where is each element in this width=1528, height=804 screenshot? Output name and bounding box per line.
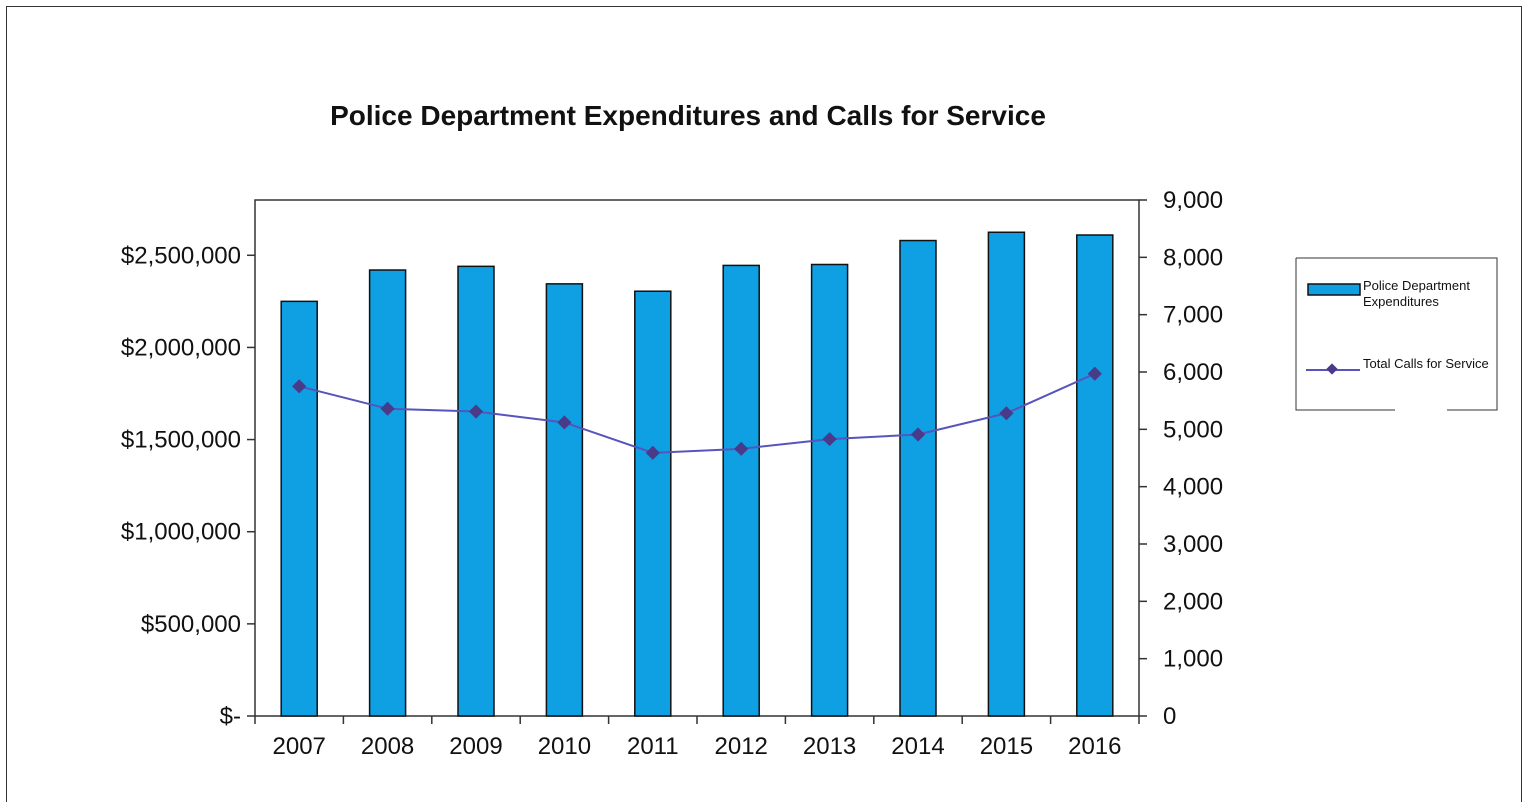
calls-line [298, 372, 1096, 454]
x-tick-label: 2008 [361, 733, 414, 760]
calls-point-2007 [292, 379, 307, 394]
x-tick-label: 2015 [980, 733, 1033, 760]
right-tick-label: 4,000 [1163, 474, 1223, 501]
bar-2014 [899, 239, 937, 717]
calls-point-2014 [910, 427, 926, 442]
line-series [292, 366, 1102, 460]
bar-2012 [722, 264, 760, 717]
left-tick-label: $- [220, 703, 241, 730]
legend-label-expenditures: Police Department Expenditures [1363, 278, 1470, 309]
calls-point-2015 [999, 406, 1014, 421]
chart-frame [6, 6, 1522, 802]
x-tick-label: 2010 [538, 733, 591, 760]
right-tick-label: 5,000 [1163, 416, 1223, 443]
bar-2011 [634, 290, 672, 717]
x-tick-label: 2014 [891, 733, 944, 760]
legend-entry-expenditures: Police Department Expenditures [1363, 278, 1470, 309]
x-tick-label: 2016 [1068, 733, 1121, 760]
right-axis: 0 1,000 2,000 3,000 4,000 5,000 6,000 7,000 8,00… [1139, 187, 1223, 730]
x-axis: 2007 2008 2009 2010 2011 2012 2013 2014 2015 2016 [254, 716, 1140, 760]
legend-label-calls: Total Calls for Service [1363, 356, 1489, 371]
legend-entry-calls: Total Calls for Service [1363, 356, 1489, 371]
right-tick-label: 3,000 [1163, 531, 1223, 558]
left-tick-label: $2,000,000 [121, 334, 241, 361]
left-tick-label: $500,000 [141, 611, 241, 638]
bar-2015 [987, 231, 1026, 717]
right-tick-label: 8,000 [1163, 244, 1223, 271]
legend-bar-swatch [1307, 283, 1361, 296]
legend-box [1295, 257, 1498, 411]
x-tick-label: 2012 [715, 733, 768, 760]
chart-title: Police Department Expenditures and Calls… [330, 100, 1046, 131]
right-tick-label: 7,000 [1163, 302, 1223, 329]
right-tick-label: 2,000 [1163, 588, 1223, 615]
bar-2016 [1076, 234, 1114, 717]
right-tick-label: 9,000 [1163, 187, 1223, 214]
calls-point-2012 [734, 441, 749, 456]
right-tick-label: 0 [1163, 703, 1176, 730]
right-tick-label: 1,000 [1163, 646, 1223, 673]
left-axis: $- $500,000 $1,000,000 $1,500,000 $2,000,000… [121, 242, 255, 730]
calls-point-2016 [1087, 366, 1102, 381]
bar-series [280, 231, 1114, 717]
legend-marker-swatch [1326, 363, 1338, 375]
left-tick-label: $1,000,000 [121, 519, 241, 546]
calls-point-2008 [380, 401, 395, 416]
left-tick-label: $1,500,000 [121, 427, 241, 454]
right-tick-label: 6,000 [1163, 359, 1223, 386]
x-tick-label: 2009 [449, 733, 502, 760]
calls-point-2009 [468, 404, 484, 419]
bar-2009 [457, 265, 495, 717]
calls-point-2013 [822, 432, 837, 447]
bar-2007 [280, 300, 318, 717]
calls-point-2011 [645, 445, 660, 460]
calls-point-2010 [557, 415, 572, 430]
x-tick-label: 2007 [273, 733, 326, 760]
bar-2010 [545, 283, 584, 717]
left-tick-label: $2,500,000 [121, 242, 241, 269]
bar-2013 [810, 263, 849, 717]
x-tick-label: 2013 [803, 733, 856, 760]
legend: Police Department Expenditures Total Cal… [1295, 257, 1498, 411]
bar-2008 [368, 269, 407, 717]
x-tick-label: 2011 [627, 733, 679, 760]
